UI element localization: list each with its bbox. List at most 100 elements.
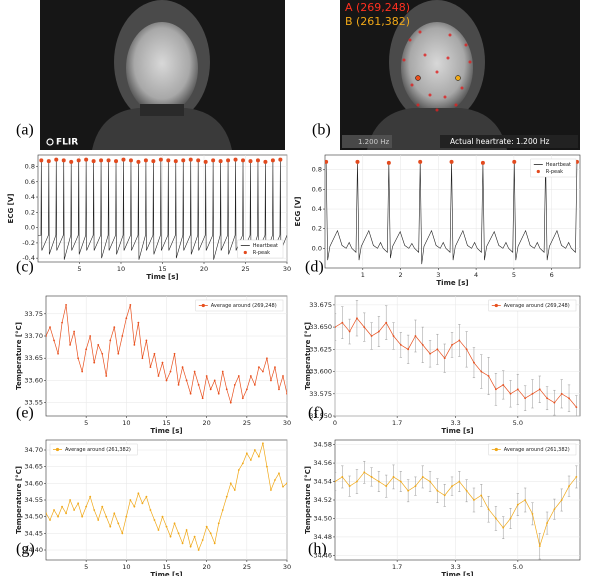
data-point [189, 392, 192, 395]
data-point [99, 158, 104, 163]
data-point [181, 366, 184, 369]
data-point [169, 370, 172, 373]
data-point [531, 392, 534, 395]
data-point [418, 159, 423, 164]
data-point [65, 512, 67, 515]
data-point [61, 158, 66, 163]
data-point [325, 159, 329, 164]
data-point [49, 519, 51, 521]
legend-label: Average around (269,248) [504, 303, 570, 309]
data-point [76, 158, 81, 163]
data-point [458, 480, 461, 483]
data-point [136, 159, 141, 164]
chart: 34.46 34.48 34.50 34.52 34.54 34.56 34.58 1.7 3.… [304, 439, 581, 576]
data-point [237, 375, 240, 377]
x-axis-label: Time [s] [441, 571, 473, 576]
data-point [274, 366, 276, 369]
data-point [143, 158, 148, 163]
y-tick-label: 34.50 [24, 513, 43, 521]
data-point [407, 489, 410, 492]
x-tick-label: 5 [77, 265, 81, 273]
data-point [241, 158, 246, 163]
x-axis-label: Time [s] [150, 571, 182, 576]
data-point [233, 157, 238, 162]
data-point [278, 157, 283, 162]
legend-label: Average around (269,248) [211, 303, 277, 309]
chart: 0.0 0.2 0.4 0.6 0.8 1 2 3 4 5 6 Time [s] ECG [V] (d) H… [294, 154, 581, 287]
data-point [121, 532, 124, 535]
y-tick-label: 0.8 [312, 166, 322, 174]
legend: Average around (269,248) [488, 299, 577, 312]
x-tick-label: 1 [361, 271, 365, 279]
data-point [553, 401, 556, 404]
panel-label: (e) [16, 405, 34, 422]
data-point [266, 357, 268, 360]
data-point [81, 370, 84, 373]
data-point [516, 503, 519, 506]
chart: 33.55 33.60 33.65 33.70 33.75 5 10 15 20 25 30 Time… [15, 295, 291, 435]
panel-label: (h) [308, 541, 327, 558]
x-tick-label: 15 [162, 419, 170, 427]
chart: -0.4 -0.2 0.0 0.2 0.4 0.6 0.8 5 10 15 20 25 30 Time [… [7, 154, 291, 281]
x-tick-label: 10 [122, 419, 130, 427]
y-tick-label: 34.70 [24, 446, 43, 454]
y-tick-label: 33.575 [309, 390, 332, 398]
data-point [245, 388, 248, 391]
data-point [177, 383, 180, 386]
x-tick-label: 5 [84, 419, 88, 427]
x-tick-label: 20 [203, 563, 211, 571]
data-point [414, 485, 417, 488]
y-tick-label: 34.60 [24, 479, 43, 487]
y-tick-label: 33.600 [309, 368, 332, 376]
data-point [201, 539, 204, 541]
y-axis-label: ECG [V] [7, 194, 15, 224]
data-point [241, 397, 244, 400]
data-point [166, 158, 171, 163]
data-point [69, 343, 71, 346]
data-point [125, 515, 128, 518]
data-point [451, 343, 453, 346]
data-point [157, 375, 160, 377]
x-tick-label: 20 [203, 419, 211, 427]
legend-box [488, 299, 577, 312]
data-point [84, 157, 89, 162]
data-point [205, 375, 208, 377]
y-tick-label: 33.70 [24, 332, 43, 340]
data-point [487, 508, 490, 511]
y-axis-label: Temperature [°C] [304, 466, 312, 534]
data-point [465, 348, 468, 351]
data-point [356, 317, 358, 320]
data-point [531, 512, 534, 515]
data-point [205, 525, 208, 528]
data-point [553, 508, 556, 511]
y-tick-label: 0.4 [25, 193, 35, 201]
y-tick-label: 0.0 [312, 244, 322, 252]
legend-label: Heartbeat [546, 162, 571, 168]
y-tick-label: 34.50 [313, 514, 332, 522]
data-point [335, 480, 336, 483]
data-point [149, 366, 152, 369]
data-point [257, 366, 260, 369]
data-point [221, 370, 224, 373]
data-point [399, 343, 402, 346]
data-point [93, 509, 96, 511]
x-tick-label: 3.3 [450, 563, 460, 571]
data-point [233, 383, 236, 386]
data-point [253, 383, 256, 386]
x-tick-label: 2 [398, 271, 402, 279]
data-point [169, 535, 172, 538]
data-point [237, 469, 240, 471]
data-point [385, 321, 388, 324]
data-point [209, 388, 212, 391]
y-tick-label: 0.4 [312, 205, 322, 213]
data-point [480, 494, 483, 497]
data-point [502, 526, 505, 529]
plot [38, 157, 287, 260]
data-point [443, 357, 446, 360]
data-point [209, 532, 212, 535]
plot [335, 300, 578, 416]
data-point [575, 476, 578, 478]
panel-label: (d) [305, 259, 324, 276]
data-point [161, 361, 164, 364]
